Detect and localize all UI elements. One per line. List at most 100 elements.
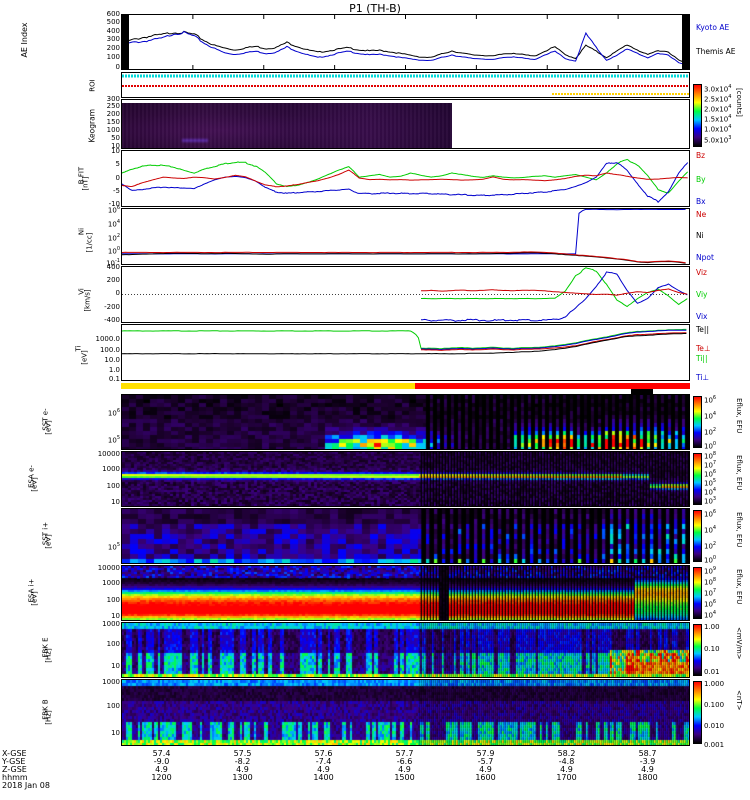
ae-ytick-5: 100 [106,53,120,61]
legend-kyoto-ae: Kyoto AE [696,23,730,32]
x-axis-value-hhmm-3: 1500 [394,773,415,782]
x-axis-value-hhmm-6: 1800 [637,773,658,782]
esae-cbexp-2: 6 [712,469,717,475]
x-axis-value-z-gse-5: 4.9 [560,765,573,774]
legend-viy: Viy [696,290,708,299]
esae-cbval-2: 10 [704,470,713,479]
ni-ytickexp-1: 4 [116,219,120,225]
esa-ion-ytick-3: 10 [111,612,120,620]
keogram-cbtick-2: 2.0x104 [704,105,731,113]
sst-ion-spectrogram [122,509,689,563]
ae-ytick-0: 600 [106,10,120,18]
legend-ne: Ne [696,210,707,219]
x-axis-value-y-gse-3: -6.6 [396,757,413,766]
esae-cbexp-5: 3 [712,496,717,502]
legend-bx: Bx [696,197,706,206]
ti-ytick-4: 0.1 [108,375,120,383]
keogram-ytick-3: 150 [106,118,120,126]
x-axis-row-label-z-gse: Z-GSE [2,765,27,774]
esai-cbexp-2: 7 [712,588,717,594]
esai-cbtick-4: 104 [704,611,716,619]
esae-cbval-5: 10 [704,497,713,506]
ae-index-plot [122,15,688,69]
fbk-e-ytick-2: 10 [111,662,120,670]
x-axis-value-hhmm-1: 1300 [232,773,253,782]
esae-cbval-3: 10 [704,479,713,488]
keogram-cbexp-1: 4 [728,94,732,100]
page-title: P1 (TH-B) [349,2,401,15]
sste-ytickval-1: 10 [107,436,117,445]
esai-cbval-0: 10 [704,567,713,576]
sst-electron-spectrogram [122,395,689,449]
ti-ytick-0: 1000.0 [95,335,121,343]
bfit-yunit: [nT] [81,176,90,191]
esae-colorbar-unit: Eflux, EFU [735,455,743,491]
keogram-cbval-2: 2.0x10 [704,105,729,114]
ni-panel [121,208,690,265]
x-axis-value-x-gse-0: 57.4 [152,749,171,758]
x-axis-row-label-hhmm: hhmm [2,773,28,782]
esae-cbexp-0: 8 [712,451,717,457]
ni-ytick-4: 10-1 [80,259,120,267]
esai-cbval-3: 10 [704,600,713,609]
x-axis-value-z-gse-0: 4.9 [155,765,168,774]
bfit-ytick-1: 5 [115,160,120,168]
fbkb-colorbar-unit: <nT> [735,690,743,711]
keogram-cbval-1: 2.5x10 [704,95,729,104]
keogram-cbval-5: 5.0x10 [704,136,729,145]
vi-ytick-1: 200 [106,276,120,284]
fbk-e-ytick-0: 1000 [102,620,120,628]
keogram-cbval-4: 1.0x10 [704,125,729,134]
ae-index-ylabel: AE Index [20,22,29,58]
ssti-cbexp-1: 4 [712,525,717,531]
fbk-b-ytick-0: 1000 [102,678,120,686]
x-axis-value-z-gse-2: 4.9 [317,765,330,774]
roi-plot [122,74,689,95]
bfit-panel [121,150,690,207]
ti-panel [121,324,690,381]
x-axis-value-y-gse-2: -7.4 [315,757,332,766]
keogram-ytick-5: 50 [111,134,120,142]
esai-cbtick-3: 106 [704,600,716,608]
esa-electron-colorbar [693,453,702,505]
keogram-ytick-6: 10 [111,142,120,150]
bfit-plot [122,158,689,203]
bfit-ytick-2: 0 [115,174,120,182]
sste-cbval-2: 10 [704,428,713,437]
esa-ion-ytick-0: 10000 [97,564,120,572]
fbke-cbtick-2: 0.01 [704,668,720,676]
sste-cbval-0: 10 [704,396,713,405]
ssti-cbexp-2: 2 [712,541,717,547]
legend-tiperp: Ti⊥ [696,373,709,382]
ni-ytickval-2: 10 [107,234,117,243]
fbkb-cbtick-3: 0.001 [704,741,725,749]
esa-ion-spectrogram [122,566,689,620]
ae-index-panel [121,14,690,70]
x-axis-value-x-gse-2: 57.6 [314,749,333,758]
bfit-ytick-3: -5 [113,187,120,195]
esa-electron-ytick-3: 10 [111,498,120,506]
sst-ion-yunit: [eV] [44,534,53,549]
x-axis-value-hhmm-2: 1400 [313,773,334,782]
ssti-cbtick-3: 100 [704,556,716,564]
sste-cbtick-3: 100 [704,442,716,450]
keogram-ytick-1: 250 [106,102,120,110]
x-axis-value-x-gse-4: 57.9 [476,749,495,758]
fbk-b-yunit: [Hz] [44,710,53,725]
bfit-ytick-4: -10 [108,200,120,208]
fbke-colorbar-unit: <mV/m> [735,627,743,660]
keogram-cbexp-2: 4 [728,104,732,110]
ssti-ytickval-0: 10 [107,543,117,552]
fbk-b-ytick-2: 10 [111,729,120,737]
esa-ion-yunit: [eV] [30,591,39,606]
x-axis-value-y-gse-1: -8.2 [234,757,251,766]
ssti-cbtick-0: 106 [704,510,716,518]
keogram-cbtick-4: 1.0x104 [704,125,731,133]
keogram-cbexp-3: 4 [728,114,732,120]
x-axis-value-y-gse-6: -3.9 [639,757,656,766]
fbk-e-ytick-1: 100 [106,640,120,648]
esai-cbexp-3: 6 [712,599,717,605]
vi-ytick-2: 0 [115,289,120,297]
esae-cbexp-1: 7 [712,460,717,466]
keogram-cbval-3: 1.5x10 [704,115,729,124]
